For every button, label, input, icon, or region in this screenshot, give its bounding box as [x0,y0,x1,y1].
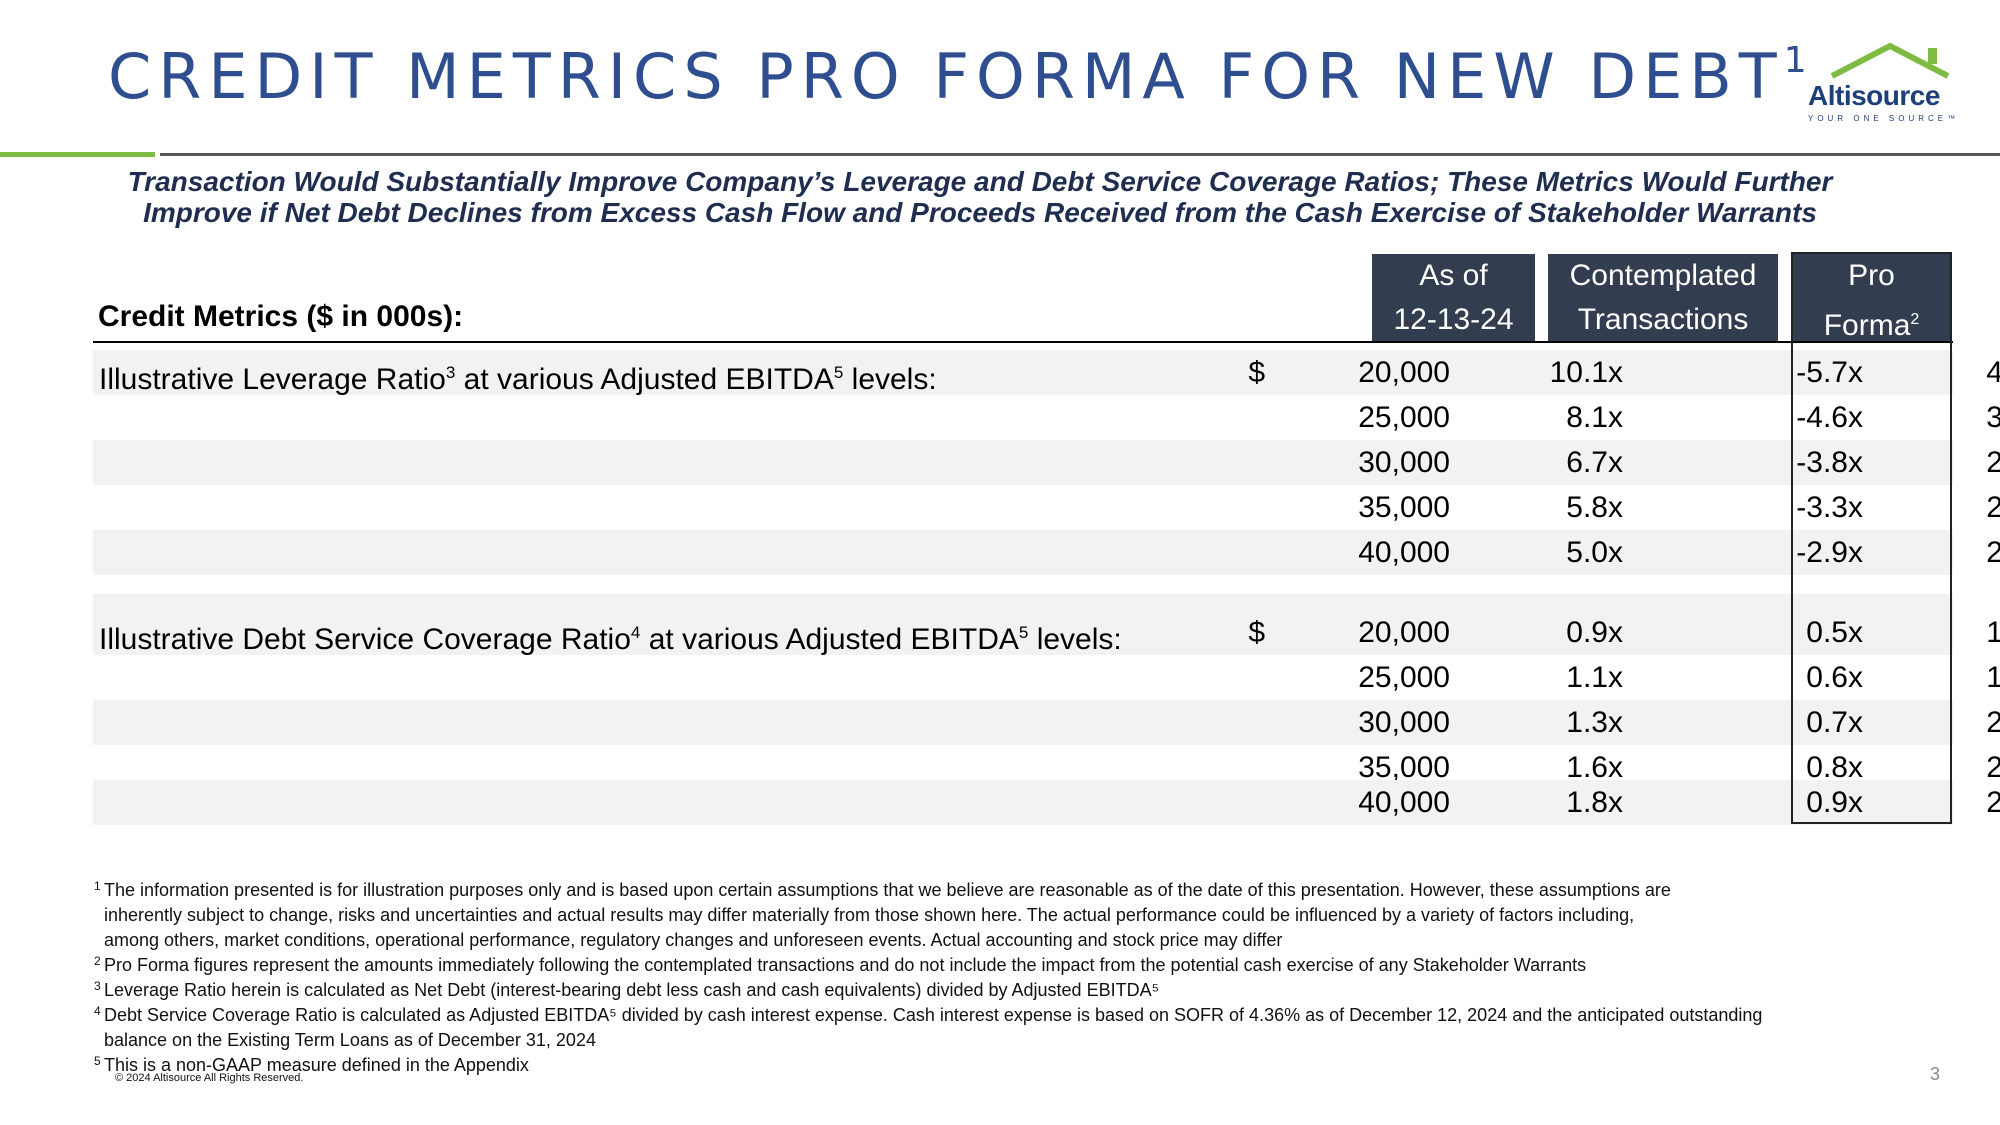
house-roof-icon [1830,42,1950,79]
contemplated-value: 0.6x [1806,661,1863,694]
column-header-line: Contemplated [1569,259,1757,292]
footnote-4: 4 Debt Service Coverage Ratio is calculat… [94,1003,1924,1053]
table-row: 35,000 5.8x -3.3x 2.5x [93,485,2000,530]
table-row: 35,000 1.6x 0.8x 2.4x [93,745,2000,790]
ebitda-level: 25,000 [1358,661,1450,694]
contemplated-value: -5.7x [1796,356,1863,389]
ebitda-level: 25,000 [1358,401,1450,434]
pro-forma-value: 1.7x [1986,661,2000,694]
footnote-line: among others, market conditions, operati… [104,930,1283,950]
column-header-line: As of [1419,259,1488,292]
pro-forma-value: 4.4x [1986,356,2000,389]
page-number: 3 [1930,1064,1941,1084]
as-of-value: 1.1x [1566,661,1623,694]
as-of-value: 1.6x [1566,751,1623,784]
contemplated-value: 0.7x [1806,706,1863,739]
title-rule-accent [0,152,155,157]
copyright: © 2024 Altisource All Rights Reserved. [115,1072,304,1084]
as-of-value: 10.1x [1549,356,1623,389]
contemplated-value: 0.9x [1806,786,1863,819]
section-spacer [93,594,1953,610]
table-row: 30,000 1.3x 0.7x 2.0x [93,700,2000,745]
column-header-line: 12-13-24 [1393,303,1514,336]
contemplated-value: -3.8x [1796,446,1863,479]
pro-forma-value: 2.2x [1986,536,2000,569]
table-row: 40,000 5.0x -2.9x 2.2x [93,530,2000,575]
column-header-line: Pro [1848,259,1895,292]
footnote-3: 3 Leverage Ratio herein is calculated as … [94,978,1924,1003]
altisource-logo: Altisource YOUR ONE SOURCE™ [1800,42,1970,127]
table-row: 25,000 1.1x 0.6x 1.7x [93,655,2000,700]
pro-forma-value: 2.0x [1986,706,2000,739]
column-header-contemplated: Contemplated Transactions [1548,254,1778,342]
dscr-section-label: Illustrative Debt Service Coverage Ratio… [99,623,1122,656]
ebitda-level: 20,000 [1358,616,1450,649]
pro-forma-value: 1.4x [1986,616,2000,649]
as-of-value: 5.8x [1566,491,1623,524]
currency-symbol: $ [1248,356,1265,389]
subtitle-line-2: Improve if Net Debt Declines from Excess… [143,197,1817,228]
table-row-header: Credit Metrics ($ in 000s): [98,300,464,333]
subtitle-line-1: Transaction Would Substantially Improve … [127,166,1833,197]
table-row: 40,000 1.8x 0.9x 2.7x [93,780,2000,825]
contemplated-value: 0.8x [1806,751,1863,784]
contemplated-value: -3.3x [1796,491,1863,524]
column-header-line: Transactions [1577,303,1749,336]
logo-tagline: YOUR ONE SOURCE™ [1808,114,1960,123]
page-title: CREDIT METRICS PRO FORMA FOR NEW DEBT1 [108,40,1807,113]
as-of-value: 5.0x [1566,536,1623,569]
footnotes: 1 The information presented is for illust… [94,878,1924,1078]
title-rule [160,153,2000,156]
footnote-5: 5 This is a non-GAAP measure defined in t… [94,1053,1924,1078]
ebitda-level: 30,000 [1358,706,1450,739]
contemplated-value: -4.6x [1796,401,1863,434]
column-header-as-of: As of 12-13-24 [1372,254,1535,342]
footnote-line: This is a non-GAAP measure defined in th… [104,1055,529,1075]
pro-forma-value: 2.9x [1986,446,2000,479]
ebitda-level: 35,000 [1358,491,1450,524]
contemplated-value: -2.9x [1796,536,1863,569]
pro-forma-column-border [1791,252,1952,824]
as-of-value: 0.9x [1566,616,1623,649]
table-row: Illustrative Debt Service Coverage Ratio… [93,610,2000,656]
title-footnote-mark: 1 [1783,40,1807,82]
contemplated-value: 0.5x [1806,616,1863,649]
table-row: 30,000 6.7x -3.8x 2.9x [93,440,2000,485]
currency-symbol: $ [1248,616,1265,649]
ebitda-level: 30,000 [1358,446,1450,479]
footnote-line: inherently subject to change, risks and … [104,905,1635,925]
as-of-value: 1.8x [1566,786,1623,819]
ebitda-level: 40,000 [1358,786,1450,819]
ebitda-level: 40,000 [1358,536,1450,569]
table-header-rule [93,341,1953,343]
footnote-line: The information presented is for illustr… [104,880,1671,900]
pro-forma-value: 2.5x [1986,491,2000,524]
logo-name: Altisource [1808,80,1940,111]
footnote-line: Debt Service Coverage Ratio is calculate… [104,1005,1763,1025]
pro-forma-value: 2.4x [1986,751,2000,784]
as-of-value: 8.1x [1566,401,1623,434]
pro-forma-value: 3.5x [1986,401,2000,434]
ebitda-level: 35,000 [1358,751,1450,784]
table-row: Illustrative Leverage Ratio3 at various … [93,350,2000,396]
table-row: 25,000 8.1x -4.6x 3.5x [93,395,2000,440]
subtitle: Transaction Would Substantially Improve … [80,166,1880,228]
leverage-section-label: Illustrative Leverage Ratio3 at various … [99,363,937,396]
column-header-pro-forma: Pro Forma2 [1792,254,1951,342]
footnote-1: 1 The information presented is for illust… [94,878,1924,953]
footnote-2: 2 Pro Forma figures represent the amounts… [94,953,1924,978]
ebitda-level: 20,000 [1358,356,1450,389]
footnote-line: Leverage Ratio herein is calculated as N… [104,980,1160,1000]
footnote-line: balance on the Existing Term Loans as of… [104,1030,596,1050]
column-header-line: Forma2 [1823,309,1920,342]
pro-forma-value: 2.7x [1986,786,2000,819]
as-of-value: 6.7x [1566,446,1623,479]
as-of-value: 1.3x [1566,706,1623,739]
footnote-line: Pro Forma figures represent the amounts … [104,955,1587,975]
